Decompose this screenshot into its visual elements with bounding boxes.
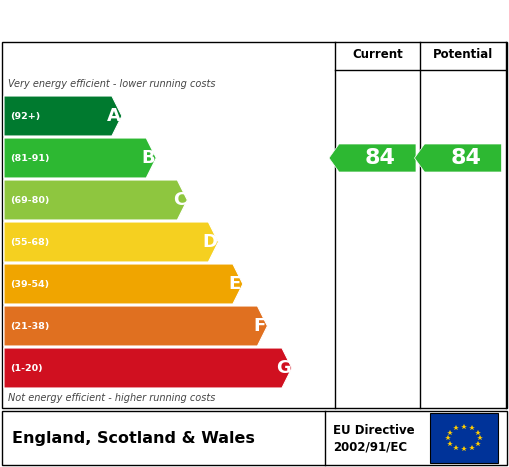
Text: Energy Efficiency Rating: Energy Efficiency Rating: [92, 8, 417, 32]
Text: (39-54): (39-54): [10, 280, 49, 289]
Polygon shape: [4, 264, 243, 304]
Polygon shape: [329, 144, 416, 172]
Text: Not energy efficient - higher running costs: Not energy efficient - higher running co…: [8, 393, 215, 403]
Text: (1-20): (1-20): [10, 363, 43, 373]
Text: E: E: [229, 275, 241, 293]
Text: 84: 84: [365, 148, 396, 168]
Text: (55-68): (55-68): [10, 238, 49, 247]
Text: Very energy efficient - lower running costs: Very energy efficient - lower running co…: [8, 79, 215, 89]
Polygon shape: [4, 138, 156, 178]
Polygon shape: [4, 96, 122, 136]
Text: England, Scotland & Wales: England, Scotland & Wales: [12, 431, 255, 446]
Text: F: F: [253, 317, 266, 335]
Polygon shape: [4, 306, 267, 346]
Bar: [430, 413, 498, 463]
Text: (21-38): (21-38): [10, 321, 49, 331]
Polygon shape: [4, 348, 292, 388]
Text: G: G: [276, 359, 291, 377]
Polygon shape: [4, 222, 218, 262]
Text: (69-80): (69-80): [10, 196, 49, 205]
Text: (92+): (92+): [10, 112, 40, 120]
Text: C: C: [173, 191, 186, 209]
Polygon shape: [4, 180, 187, 220]
Text: (81-91): (81-91): [10, 154, 49, 163]
Polygon shape: [414, 144, 501, 172]
Text: EU Directive
2002/91/EC: EU Directive 2002/91/EC: [333, 424, 415, 453]
Text: Current: Current: [352, 49, 403, 62]
Text: Potential: Potential: [433, 49, 493, 62]
Text: 84: 84: [450, 148, 482, 168]
Text: D: D: [203, 233, 218, 251]
Text: B: B: [142, 149, 155, 167]
Text: A: A: [107, 107, 121, 125]
